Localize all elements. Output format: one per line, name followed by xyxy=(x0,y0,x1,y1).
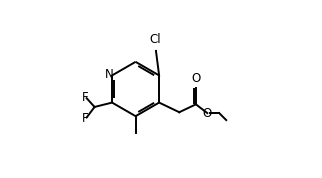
Text: N: N xyxy=(105,68,113,81)
Text: F: F xyxy=(81,112,88,125)
Text: O: O xyxy=(191,72,201,85)
Text: O: O xyxy=(203,107,212,120)
Text: F: F xyxy=(81,91,88,104)
Text: Cl: Cl xyxy=(149,33,161,46)
